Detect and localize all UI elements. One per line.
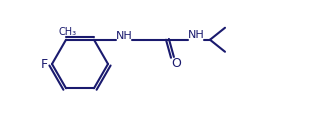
Text: O: O: [171, 57, 181, 70]
Text: F: F: [41, 58, 48, 70]
Text: NH: NH: [116, 31, 132, 41]
Text: CH₃: CH₃: [59, 27, 77, 37]
Text: NH: NH: [188, 30, 204, 40]
